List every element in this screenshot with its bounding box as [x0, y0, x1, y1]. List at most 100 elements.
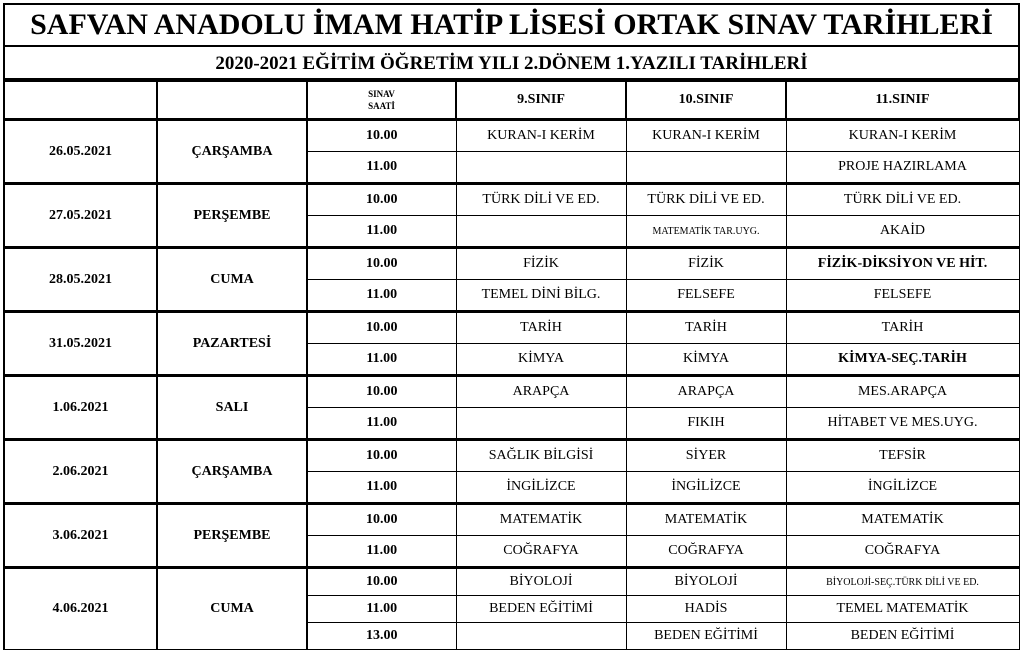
table-row: 28.05.2021 CUMA 10.00 FİZİK FİZİK FİZİK-DİKSİ… — [3, 246, 1020, 312]
grade-9-subject: MATEMATİK — [455, 502, 627, 536]
table-row: 11.00 İNGİLİZCE İNGİLİZCE İNGİLİZCE — [4, 471, 1020, 504]
exam-day: PERŞEMBE — [156, 502, 308, 568]
exam-date: 27.05.2021 — [3, 182, 158, 248]
table-row: 11.00 KİMYA KİMYA KİMYA-SEÇ.TARİH — [4, 343, 1020, 376]
table-row: 3.06.2021 PERŞEMBE 10.00 MATEMATİK MATEMATİK… — [3, 502, 1020, 568]
exam-day: ÇARŞAMBA — [156, 118, 308, 184]
exam-day: CUMA — [156, 246, 308, 312]
exam-time: 10.00 — [306, 182, 457, 216]
grade-11-subject: FELSEFE — [785, 279, 1020, 312]
grade-10-subject: MATEMATİK — [625, 502, 787, 536]
exam-time: 13.00 — [306, 622, 457, 650]
exam-date: 2.06.2021 — [3, 438, 158, 504]
exam-time: 10.00 — [306, 118, 457, 152]
exam-time: 10.00 — [306, 566, 457, 596]
exam-date: 28.05.2021 — [3, 246, 158, 312]
grade-10-subject: FELSEFE — [625, 279, 787, 312]
grade-10-subject: SİYER — [625, 438, 787, 472]
grade-10-subject: TÜRK DİLİ VE ED. — [625, 182, 787, 216]
header-time: SINAV SAATİ — [306, 80, 457, 121]
grade-10-subject: MATEMATİK TAR.UYG. — [625, 215, 787, 248]
header-grade-11: 11.SINIF — [785, 80, 1020, 121]
header-time-line2: SAATİ — [368, 101, 395, 111]
grade-9-subject — [455, 215, 627, 248]
grade-10-subject: KİMYA — [625, 343, 787, 376]
exam-day: PAZARTESİ — [156, 310, 308, 376]
exam-time: 11.00 — [306, 535, 457, 568]
grade-11-subject: KURAN-I KERİM — [785, 118, 1020, 152]
grade-9-subject: TEMEL DİNİ BİLG. — [455, 279, 627, 312]
grade-11-subject: BEDEN EĞİTİMİ — [785, 622, 1020, 650]
exam-day: PERŞEMBE — [156, 182, 308, 248]
grade-9-subject — [455, 407, 627, 440]
grade-10-subject: HADİS — [625, 595, 787, 623]
table-row: 11.00 TEMEL DİNİ BİLG. FELSEFE FELSEFE — [4, 279, 1020, 312]
grade-10-subject: BEDEN EĞİTİMİ — [625, 622, 787, 650]
header-time-line1: SINAV — [368, 89, 395, 99]
grade-9-subject: BİYOLOJİ — [455, 566, 627, 596]
exam-time: 11.00 — [306, 595, 457, 623]
document-title: SAFVAN ANADOLU İMAM HATİP LİSESİ ORTAK S… — [3, 3, 1020, 47]
exam-day: ÇARŞAMBA — [156, 438, 308, 504]
grade-9-subject: ARAPÇA — [455, 374, 627, 408]
exam-date: 3.06.2021 — [3, 502, 158, 568]
grade-9-subject: İNGİLİZCE — [455, 471, 627, 504]
table-row: 26.05.2021 ÇARŞAMBA 10.00 KURAN-I KERİM KURA… — [3, 118, 1020, 184]
grade-9-subject: SAĞLIK BİLGİSİ — [455, 438, 627, 472]
header-day — [156, 80, 308, 121]
grade-10-subject: COĞRAFYA — [625, 535, 787, 568]
grade-9-subject: TARİH — [455, 310, 627, 344]
exam-day: SALI — [156, 374, 308, 440]
grade-10-subject: FİZİK — [625, 246, 787, 280]
header-grade-10: 10.SINIF — [625, 80, 787, 121]
grade-11-subject: BİYOLOJİ-SEÇ.TÜRK DİLİ VE ED. — [785, 566, 1020, 596]
grade-9-subject: KURAN-I KERİM — [455, 118, 627, 152]
table-row: 27.05.2021 PERŞEMBE 10.00 TÜRK DİLİ VE ED. T… — [3, 182, 1020, 248]
table-row: 11.00 COĞRAFYA COĞRAFYA COĞRAFYA — [4, 535, 1020, 568]
table-row: 11.00 BEDEN EĞİTİMİ HADİS TEMEL MATEMATİK — [4, 595, 1020, 623]
table-row: 11.00 FIKIH HİTABET VE MES.UYG. — [4, 407, 1020, 440]
grade-11-subject: KİMYA-SEÇ.TARİH — [785, 343, 1020, 376]
exam-day: CUMA — [156, 566, 308, 650]
grade-10-subject: KURAN-I KERİM — [625, 118, 787, 152]
table-row: 1.06.2021 SALI 10.00 ARAPÇA ARAPÇA MES.ARAPÇA — [3, 374, 1020, 440]
exam-time: 11.00 — [306, 215, 457, 248]
grade-11-subject: MES.ARAPÇA — [785, 374, 1020, 408]
grade-10-subject: İNGİLİZCE — [625, 471, 787, 504]
grade-9-subject: FİZİK — [455, 246, 627, 280]
exam-time: 10.00 — [306, 246, 457, 280]
header-row: SINAV SAATİ 9.SINIF 10.SINIF 11.SINIF — [3, 80, 1020, 121]
exam-date: 4.06.2021 — [3, 566, 158, 650]
grade-11-subject: MATEMATİK — [785, 502, 1020, 536]
grade-9-subject: COĞRAFYA — [455, 535, 627, 568]
schedule-table: SINAV SAATİ 9.SINIF 10.SINIF 11.SINIF 26.… — [3, 80, 1020, 650]
grade-10-subject: ARAPÇA — [625, 374, 787, 408]
exam-time: 10.00 — [306, 310, 457, 344]
grade-9-subject: KİMYA — [455, 343, 627, 376]
grade-11-subject: AKAİD — [785, 215, 1020, 248]
exam-time: 11.00 — [306, 151, 457, 184]
grade-10-subject: TARİH — [625, 310, 787, 344]
table-row: 11.00 MATEMATİK TAR.UYG. AKAİD — [4, 215, 1020, 248]
grade-11-subject: TARİH — [785, 310, 1020, 344]
grade-10-subject: FIKIH — [625, 407, 787, 440]
grade-11-subject: COĞRAFYA — [785, 535, 1020, 568]
grade-9-subject — [455, 622, 627, 650]
exam-time: 11.00 — [306, 279, 457, 312]
table-row: 2.06.2021 ÇARŞAMBA 10.00 SAĞLIK BİLGİSİ SİYE… — [3, 438, 1020, 504]
grade-11-subject: TEFSİR — [785, 438, 1020, 472]
exam-time: 11.00 — [306, 407, 457, 440]
table-row: 4.06.2021 CUMA 10.00 BİYOLOJİ BİYOLOJİ BİYOLO… — [3, 566, 1020, 650]
header-date — [3, 80, 158, 121]
grade-9-subject: BEDEN EĞİTİMİ — [455, 595, 627, 623]
table-row: 31.05.2021 PAZARTESİ 10.00 TARİH TARİH TARİH — [3, 310, 1020, 376]
grade-9-subject — [455, 151, 627, 184]
exam-time: 10.00 — [306, 502, 457, 536]
grade-11-subject: FİZİK-DİKSİYON VE HİT. — [785, 246, 1020, 280]
exam-time: 11.00 — [306, 343, 457, 376]
exam-schedule: SAFVAN ANADOLU İMAM HATİP LİSESİ ORTAK S… — [3, 3, 1020, 650]
exam-date: 1.06.2021 — [3, 374, 158, 440]
grade-10-subject: BİYOLOJİ — [625, 566, 787, 596]
exam-time: 10.00 — [306, 374, 457, 408]
exam-time: 11.00 — [306, 471, 457, 504]
